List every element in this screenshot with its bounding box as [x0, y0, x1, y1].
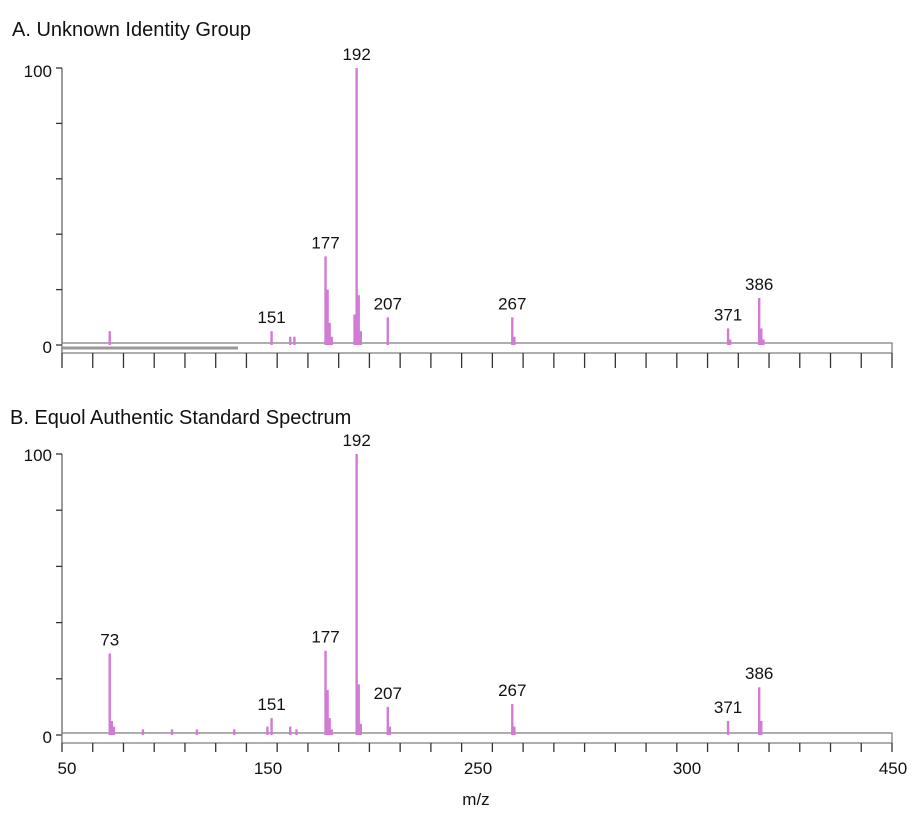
panel-a-peak-label-207: 207: [374, 294, 402, 313]
panel-b-y-tick-min: 0: [43, 728, 52, 747]
panel-b-peak-label-73: 73: [100, 631, 119, 650]
panel-b-x-tick-label: 250: [464, 759, 492, 778]
panel-b-peak-label-207: 207: [374, 684, 402, 703]
panel-a-peak-label-267: 267: [498, 294, 526, 313]
panel-b-x-tick-label: 50: [58, 759, 77, 778]
panel-b-x-tick-label: 150: [254, 759, 282, 778]
panel-b-x-axis-title: m/z: [462, 790, 489, 809]
panel-a-title: A. Unknown Identity Group: [12, 19, 251, 41]
panel-b-peak-label-177: 177: [311, 628, 339, 647]
panel-b-x-tick-label: 300: [673, 759, 701, 778]
panel-b-title: B. Equol Authentic Standard Spectrum: [10, 407, 351, 429]
panel-a-peak-label-151: 151: [257, 308, 285, 327]
panel-b-peak-label-371: 371: [714, 698, 742, 717]
panel-b-peak-label-386: 386: [745, 664, 773, 683]
panel-b-y-tick-max: 100: [24, 446, 52, 465]
panel-b-x-tick-label: 450: [879, 759, 907, 778]
panel-b-peak-label-267: 267: [498, 681, 526, 700]
panel-a-peak-label-371: 371: [714, 305, 742, 324]
panel-b-peak-label-192: 192: [342, 431, 370, 450]
panel-a-peak-label-192: 192: [342, 45, 370, 64]
panel-a-peak-label-177: 177: [311, 233, 339, 252]
panel-a-y-tick-min: 0: [43, 338, 52, 357]
panel-a-y-tick-max: 100: [24, 62, 52, 81]
panel-b-x-axis-band: [61, 732, 893, 744]
panel-b-peak-label-151: 151: [257, 695, 285, 714]
panel-a-peak-label-386: 386: [745, 275, 773, 294]
